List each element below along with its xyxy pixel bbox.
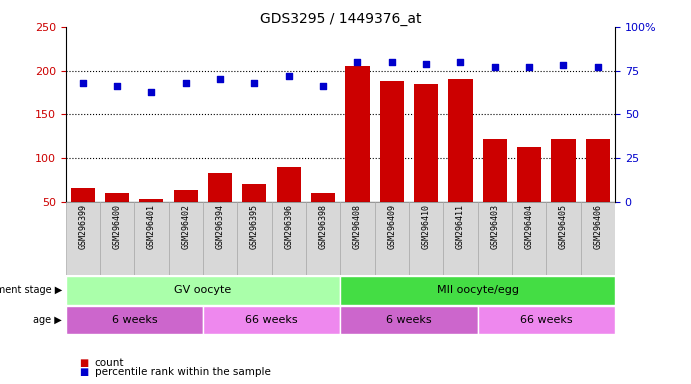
Text: GSM296404: GSM296404 xyxy=(524,204,533,249)
Bar xyxy=(134,202,169,275)
Bar xyxy=(272,202,306,275)
Text: GSM296395: GSM296395 xyxy=(250,204,259,249)
Point xyxy=(421,61,432,67)
Text: age ▶: age ▶ xyxy=(33,315,62,325)
Bar xyxy=(547,202,580,275)
Bar xyxy=(551,139,576,245)
Bar xyxy=(105,193,129,245)
Bar xyxy=(66,276,340,305)
Text: 6 weeks: 6 weeks xyxy=(386,315,432,325)
Point xyxy=(249,80,260,86)
Point xyxy=(215,76,226,83)
Text: MII oocyte/egg: MII oocyte/egg xyxy=(437,285,519,295)
Bar xyxy=(517,147,541,245)
Point xyxy=(455,59,466,65)
Text: ■: ■ xyxy=(79,358,88,368)
Bar xyxy=(483,139,507,245)
Bar xyxy=(140,199,164,245)
Title: GDS3295 / 1449376_at: GDS3295 / 1449376_at xyxy=(260,12,421,26)
Text: count: count xyxy=(95,358,124,368)
Text: GV oocyte: GV oocyte xyxy=(174,285,231,295)
Bar xyxy=(66,306,203,334)
Bar xyxy=(375,202,409,275)
Text: GSM296409: GSM296409 xyxy=(388,204,397,249)
Text: GSM296394: GSM296394 xyxy=(216,204,225,249)
Text: GSM296408: GSM296408 xyxy=(353,204,362,249)
Bar xyxy=(169,202,203,275)
Text: GSM296398: GSM296398 xyxy=(319,204,328,249)
Bar xyxy=(380,81,404,245)
Point xyxy=(283,73,294,79)
Text: GSM296411: GSM296411 xyxy=(456,204,465,249)
Bar xyxy=(340,276,615,305)
Point xyxy=(146,88,157,94)
Bar xyxy=(203,202,237,275)
Point xyxy=(524,64,535,70)
Text: 66 weeks: 66 weeks xyxy=(520,315,573,325)
Text: GSM296403: GSM296403 xyxy=(491,204,500,249)
Point xyxy=(112,83,123,89)
Bar xyxy=(243,184,267,245)
Point xyxy=(77,80,88,86)
Bar xyxy=(203,306,340,334)
Bar xyxy=(448,79,473,245)
Bar xyxy=(340,202,375,275)
Text: development stage ▶: development stage ▶ xyxy=(0,285,62,295)
Text: GSM296399: GSM296399 xyxy=(78,204,87,249)
Text: 66 weeks: 66 weeks xyxy=(245,315,298,325)
Bar xyxy=(174,190,198,245)
Bar xyxy=(340,306,477,334)
Point xyxy=(489,64,500,70)
Bar xyxy=(512,202,547,275)
Bar xyxy=(311,193,335,245)
Text: ■: ■ xyxy=(79,367,88,377)
Text: GSM296396: GSM296396 xyxy=(284,204,293,249)
Point xyxy=(592,64,603,70)
Point xyxy=(318,83,329,89)
Bar xyxy=(277,167,301,245)
Point xyxy=(558,62,569,68)
Bar xyxy=(100,202,134,275)
Bar xyxy=(346,66,370,245)
Text: GSM296405: GSM296405 xyxy=(559,204,568,249)
Text: 6 weeks: 6 weeks xyxy=(111,315,157,325)
Bar xyxy=(70,189,95,245)
Text: GSM296402: GSM296402 xyxy=(181,204,190,249)
Bar xyxy=(306,202,341,275)
Point xyxy=(352,59,363,65)
Bar xyxy=(237,202,272,275)
Text: percentile rank within the sample: percentile rank within the sample xyxy=(95,367,271,377)
Point xyxy=(180,80,191,86)
Text: GSM296400: GSM296400 xyxy=(113,204,122,249)
Bar xyxy=(477,202,512,275)
Bar xyxy=(409,202,444,275)
Point xyxy=(386,59,397,65)
Text: GSM296401: GSM296401 xyxy=(147,204,156,249)
Bar xyxy=(477,306,615,334)
Text: GSM296406: GSM296406 xyxy=(594,204,603,249)
Bar xyxy=(580,202,615,275)
Bar xyxy=(586,139,610,245)
Bar xyxy=(414,84,438,245)
Text: GSM296410: GSM296410 xyxy=(422,204,430,249)
Bar xyxy=(208,173,232,245)
Bar xyxy=(444,202,477,275)
Bar xyxy=(66,202,100,275)
